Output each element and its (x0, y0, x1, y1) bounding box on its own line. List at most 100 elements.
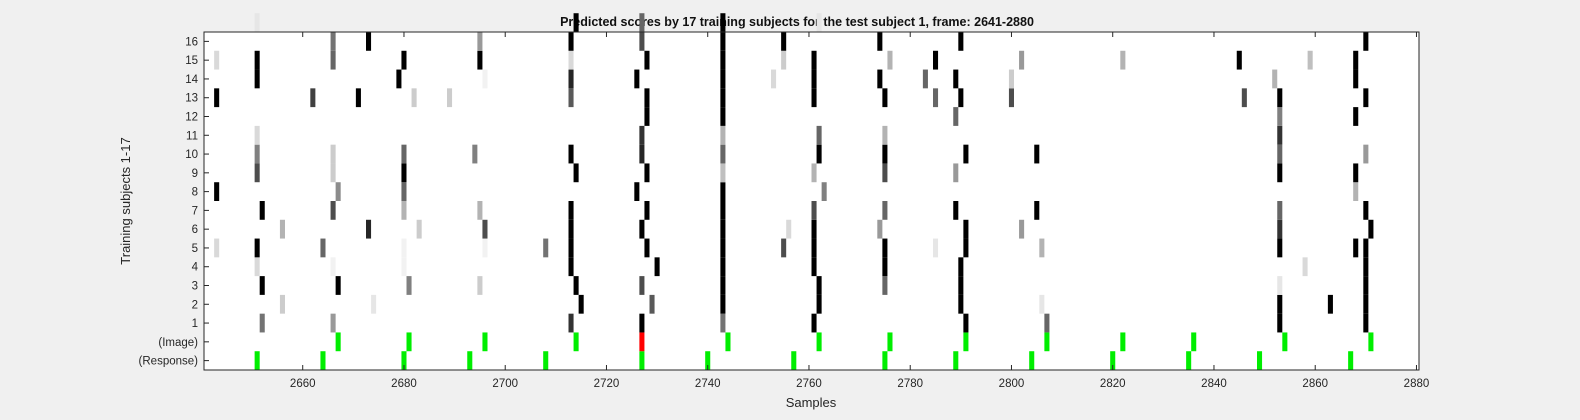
score-cell (1039, 238, 1045, 258)
score-cell (811, 88, 817, 108)
score-cell (259, 313, 265, 333)
image-event-cell (1282, 332, 1288, 352)
score-cell (1363, 32, 1369, 51)
response-event-cell (1257, 351, 1263, 370)
score-cell (720, 219, 726, 239)
score-cell (1363, 276, 1369, 295)
score-cell (259, 201, 265, 220)
score-cell (214, 50, 220, 70)
score-cell (366, 219, 372, 239)
y-tick-label: 11 (186, 130, 198, 142)
response-event-cell (320, 351, 326, 370)
image-event-cell (335, 332, 341, 352)
score-cell (254, 257, 260, 277)
score-cell (214, 238, 220, 258)
score-cell (401, 144, 407, 164)
x-tick-label: 2760 (796, 378, 822, 390)
score-cell (254, 13, 260, 33)
image-event-cell (573, 332, 579, 352)
score-cell (1272, 69, 1278, 89)
image-event-cell (1368, 332, 1374, 352)
score-cell (882, 276, 888, 295)
score-cell (639, 276, 645, 295)
score-cell (355, 88, 361, 108)
y-tick-label: 16 (185, 36, 198, 48)
score-cell (1008, 88, 1014, 108)
score-cell (882, 88, 888, 108)
score-cell (366, 32, 372, 51)
x-tick-label: 2880 (1404, 378, 1430, 390)
score-cell (953, 107, 959, 126)
score-cell (1277, 163, 1283, 183)
x-axis: 2660 2680 2700 2720 2740 2760 2780 2800 2820 2840… (290, 32, 1429, 390)
score-cell (963, 144, 969, 164)
score-cell (335, 276, 341, 295)
score-cell (639, 219, 645, 239)
score-cell (816, 276, 822, 295)
score-cell (634, 182, 640, 201)
score-cell (1302, 257, 1308, 277)
score-cell (406, 276, 412, 295)
score-cell (963, 219, 969, 239)
score-cell (335, 182, 341, 201)
score-cell (781, 32, 787, 51)
y-tick-label: 9 (192, 168, 198, 180)
score-cell (1363, 88, 1369, 108)
response-event-cell (1348, 351, 1354, 370)
score-cell (1353, 69, 1359, 89)
score-cell (401, 257, 407, 277)
image-event-cell (725, 332, 731, 352)
response-event-cell (1110, 351, 1116, 370)
score-cell (639, 144, 645, 164)
score-cell (396, 69, 402, 89)
score-cell (1120, 50, 1126, 70)
x-tick-label: 2720 (594, 378, 620, 390)
y-tick-label: 15 (185, 55, 198, 67)
score-cell (259, 276, 265, 295)
score-cell (1008, 69, 1014, 89)
score-cell (639, 313, 645, 333)
response-event-cell (1186, 351, 1192, 370)
score-cell (1353, 163, 1359, 183)
score-cell (781, 238, 787, 258)
score-cell (1019, 219, 1025, 239)
score-cell (1019, 50, 1025, 70)
score-cell (821, 182, 827, 201)
score-cell (1363, 238, 1369, 258)
score-cell (330, 144, 336, 164)
score-cell (771, 69, 777, 89)
score-cell (1368, 219, 1374, 239)
score-cell (1277, 88, 1283, 108)
y-tick-label: 7 (192, 205, 198, 217)
score-cell (568, 257, 574, 277)
score-cell (1307, 50, 1313, 70)
image-event-cell (1191, 332, 1197, 352)
score-cell (568, 219, 574, 239)
score-cell (720, 238, 726, 258)
score-cell (568, 201, 574, 220)
score-cell (320, 238, 326, 258)
score-cell (254, 69, 260, 89)
score-cell (1241, 88, 1247, 108)
score-cell (401, 182, 407, 201)
score-cell (254, 144, 260, 164)
score-cell (811, 163, 817, 183)
response-event-cell (953, 351, 959, 370)
y-tick-label: 10 (185, 149, 198, 161)
score-cell (1277, 107, 1283, 126)
score-cell (644, 88, 650, 108)
image-event-cell (482, 332, 488, 352)
score-cell (568, 144, 574, 164)
score-cell (416, 219, 422, 239)
score-cell (786, 219, 792, 239)
response-event-cell (639, 351, 645, 370)
x-tick-label: 2680 (391, 378, 417, 390)
response-event-cell (882, 351, 888, 370)
score-cell (958, 276, 964, 295)
y-tick-label: 14 (185, 74, 198, 86)
score-cell (877, 32, 883, 51)
response-event-cell (1029, 351, 1035, 370)
score-cell (816, 144, 822, 164)
y-tick-label: 5 (192, 243, 198, 255)
